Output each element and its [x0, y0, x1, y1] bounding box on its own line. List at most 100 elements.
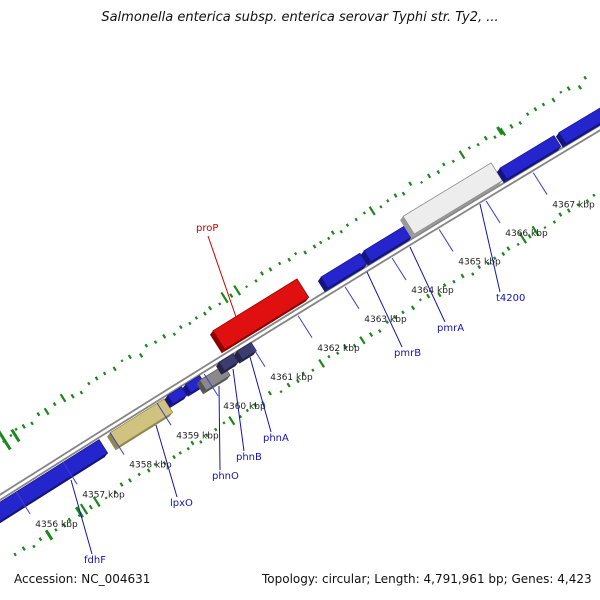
gc-dot	[585, 199, 590, 204]
gc-dot	[218, 302, 222, 306]
gc-dot	[354, 217, 358, 222]
gc-dot	[368, 332, 374, 337]
gc-dot	[408, 181, 413, 187]
ruler-tick	[250, 344, 266, 368]
gc-dot	[576, 203, 580, 207]
gc-dot	[379, 205, 383, 209]
gc-dot	[146, 468, 151, 473]
gene-pmrB[interactable]	[320, 252, 368, 289]
gene-cds-right-1[interactable]	[499, 135, 562, 180]
gc-dot	[393, 314, 397, 320]
gc-dot	[377, 329, 382, 333]
gc-dot	[38, 537, 43, 542]
gc-dot	[467, 146, 471, 150]
gene-label-phnO[interactable]: phnO	[212, 471, 239, 482]
gene-phnB[interactable]	[218, 353, 239, 372]
gc-dot	[345, 223, 350, 228]
ruler-label-4366: 4366 kbp	[505, 229, 548, 239]
gc-dot	[94, 376, 99, 381]
ruler-label-4363: 4363 kbp	[364, 315, 407, 325]
ruler-tick	[344, 286, 360, 310]
ruler-label-4357: 4357 kbp	[82, 490, 125, 500]
gene-phnO-edge	[196, 380, 207, 395]
gc-dot	[190, 440, 195, 446]
ruler-tick	[15, 491, 31, 515]
gc-dot	[178, 325, 183, 330]
gc-dot	[59, 393, 67, 403]
gc-dot	[87, 381, 91, 386]
gc-dot	[153, 340, 158, 344]
gc-dot	[385, 320, 389, 324]
gc-dot	[54, 528, 58, 532]
gc-dot	[286, 382, 291, 388]
gene-cds-small-1-edge	[164, 395, 173, 408]
ruler-label-4364: 4364 kbp	[411, 286, 454, 296]
gc-dot	[178, 451, 182, 455]
gene-t4200-edge	[400, 216, 415, 238]
gene-label-proP[interactable]: proP	[196, 223, 218, 234]
gc-dot	[199, 440, 203, 444]
gc-dot	[229, 293, 234, 299]
ruler-label-4367: 4367 kbp	[552, 201, 595, 211]
gc-dot	[566, 86, 571, 91]
gc-dot	[10, 428, 21, 443]
genes	[0, 105, 600, 526]
gene-phnB-edge	[221, 362, 239, 375]
leader-line-pmrA	[409, 246, 446, 323]
gc-dot	[162, 333, 167, 339]
gene-proP-edge	[221, 297, 309, 354]
gc-dot	[267, 390, 272, 396]
gc-dot	[458, 150, 466, 160]
gc-dot	[583, 75, 587, 80]
gc-dot	[9, 433, 13, 438]
gene-cds-right-1-edge	[503, 146, 561, 184]
gc-dot	[113, 490, 118, 495]
gc-dot	[293, 251, 298, 256]
gc-content-plot	[0, 75, 596, 557]
gc-dot	[92, 496, 101, 508]
gc-dot	[259, 271, 264, 276]
gc-dot	[0, 430, 12, 451]
gc-dot	[533, 107, 538, 112]
gene-label-fdhF[interactable]: fdhF	[84, 555, 106, 566]
gene-label-pmrA[interactable]: pmrA	[437, 323, 464, 334]
gene-t4200[interactable]	[402, 162, 503, 235]
gc-dot	[208, 305, 213, 311]
gene-lpxO-edge	[107, 432, 119, 451]
accession-text: Accession: NC_004631	[14, 572, 151, 586]
leader-line-proP	[207, 235, 237, 318]
gc-dot	[70, 393, 75, 399]
gc-dot	[551, 97, 556, 103]
leader-line-phnO	[218, 385, 221, 471]
gene-fdhF[interactable]	[0, 439, 109, 526]
gc-dot	[205, 433, 209, 438]
gc-dot	[52, 401, 57, 407]
gene-label-t4200[interactable]: t4200	[496, 293, 525, 304]
gene-cds-right-2[interactable]	[558, 105, 600, 145]
gc-dot	[119, 482, 124, 487]
gc-dot	[327, 354, 331, 359]
gc-dot	[36, 412, 41, 417]
leader-line-pmrB	[366, 271, 403, 348]
gene-label-phnA[interactable]: phnA	[263, 433, 289, 444]
gc-dot	[77, 513, 81, 518]
gc-dot	[368, 206, 376, 216]
gc-dot	[301, 371, 306, 376]
gc-dot	[558, 212, 563, 217]
ruler-tick	[203, 373, 219, 397]
gene-label-pmrB[interactable]: pmrB	[394, 348, 421, 359]
gene-phnA[interactable]	[236, 342, 257, 361]
ruler-label-4359: 4359 kbp	[176, 431, 219, 441]
ruler-tick	[532, 172, 548, 195]
gene-label-phnB[interactable]: phnB	[236, 452, 262, 463]
gc-dot	[202, 311, 207, 316]
gene-cds-small-1[interactable]	[167, 386, 188, 405]
gc-dot	[318, 359, 325, 368]
gc-dot	[559, 90, 563, 94]
gene-label-lpxO[interactable]: lpxO	[170, 498, 193, 509]
gc-dot	[499, 127, 507, 137]
gene-proP[interactable]	[212, 278, 310, 350]
gc-dot	[279, 390, 283, 394]
